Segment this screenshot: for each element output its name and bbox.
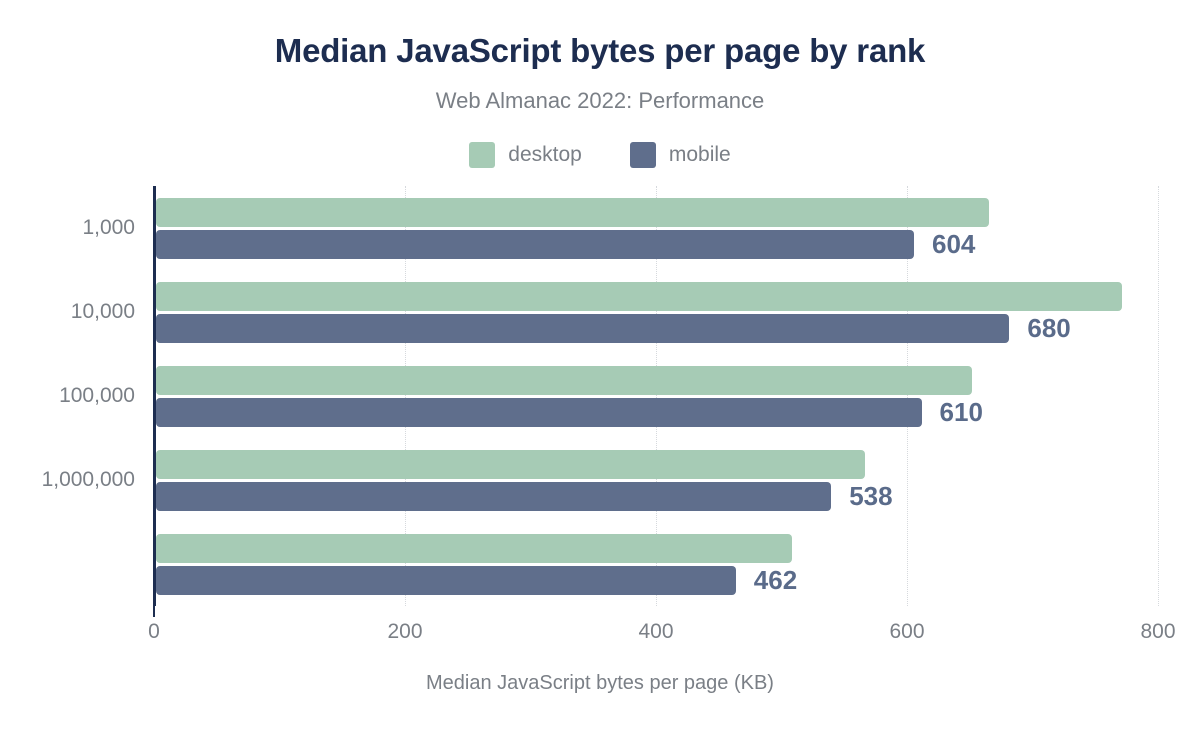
y-tick-label: 10,000: [70, 300, 135, 323]
bar-row-desktop: [156, 366, 972, 395]
y-tick-label: 1,000,000: [41, 468, 135, 491]
bar-group: 680: [156, 270, 1200, 354]
x-axis: 0 200 400 600 800: [0, 606, 1200, 652]
legend-swatch-mobile: [629, 142, 656, 168]
bar-value-label: 538: [849, 481, 893, 511]
y-tick-label: 100,000: [59, 384, 135, 407]
bar-row-mobile: 462: [156, 565, 798, 595]
gridline: [405, 186, 407, 606]
bar-group: 462: [156, 522, 1200, 606]
gridline: [907, 186, 909, 606]
bar-group: 604: [156, 186, 1200, 270]
x-axis-title: Median JavaScript bytes per page (KB): [426, 672, 774, 694]
bar-row-desktop: [156, 282, 1123, 311]
bar-row-mobile: 610: [156, 397, 983, 427]
x-tick-label: 800: [1140, 620, 1176, 643]
y-tick-label: 1,000: [82, 216, 135, 239]
x-tick-label: 600: [889, 620, 925, 643]
gridline: [1158, 186, 1160, 606]
bar-group: 538: [156, 438, 1200, 522]
legend-swatch-desktop: [469, 142, 496, 168]
bar-desktop[interactable]: [156, 450, 866, 479]
bar-desktop[interactable]: [156, 198, 990, 227]
bar-mobile[interactable]: [156, 314, 1010, 343]
chart-legend: desktop mobile: [0, 142, 1200, 168]
x-tick-label: 400: [638, 620, 674, 643]
bar-row-mobile: 604: [156, 229, 976, 259]
bar-value-label: 462: [753, 565, 798, 595]
bar-value-label: 604: [932, 229, 976, 259]
bar-row-mobile: 680: [156, 313, 1071, 343]
x-tick-mark: [153, 606, 155, 617]
bar-groups: 604 680 610 538 462: [156, 186, 1200, 606]
legend-item-desktop[interactable]: desktop: [469, 142, 582, 168]
x-tick-label: 0: [148, 620, 160, 643]
bar-row-desktop: [156, 450, 866, 479]
bar-mobile[interactable]: [156, 398, 922, 427]
bar-mobile[interactable]: [156, 230, 915, 259]
gridlines: [0, 186, 1200, 606]
legend-label: mobile: [668, 143, 731, 166]
bar-group: 610: [156, 354, 1200, 438]
bar-desktop[interactable]: [156, 534, 793, 563]
bar-mobile[interactable]: [156, 566, 736, 595]
bar-row-mobile: 538: [156, 481, 893, 511]
bar-desktop[interactable]: [156, 366, 972, 395]
bar-value-label: 680: [1027, 313, 1071, 343]
y-axis-line: [153, 186, 156, 606]
bar-value-label: 610: [939, 397, 983, 427]
chart-title: Median JavaScript bytes per page by rank: [274, 32, 926, 69]
bar-desktop[interactable]: [156, 282, 1123, 311]
bar-mobile[interactable]: [156, 482, 832, 511]
plot-area: 1,000 10,000 100,000 1,000,000 604 680 610 538…: [0, 186, 1200, 606]
x-tick-label: 200: [387, 620, 423, 643]
bar-row-desktop: [156, 198, 990, 227]
legend-item-mobile[interactable]: mobile: [629, 142, 731, 168]
y-axis-tick-labels: 1,000 10,000 100,000 1,000,000: [0, 186, 145, 606]
chart-subtitle: Web Almanac 2022: Performance: [435, 88, 765, 113]
bar-row-desktop: [156, 534, 793, 563]
legend-label: desktop: [508, 143, 582, 166]
gridline: [656, 186, 658, 606]
